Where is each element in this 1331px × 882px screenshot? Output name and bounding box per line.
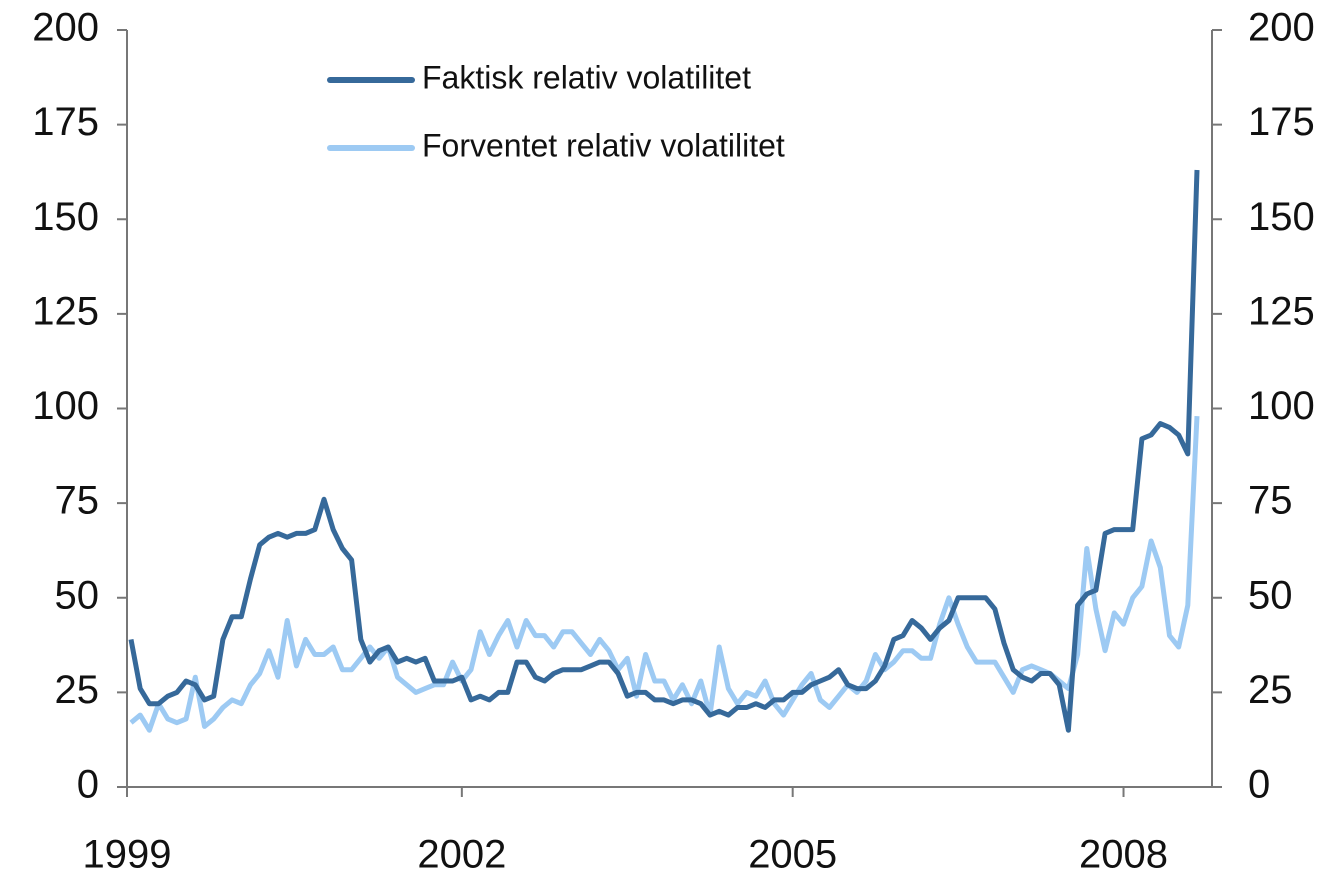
x-tick-label: 2008 bbox=[1079, 833, 1168, 877]
y-tick-label: 150 bbox=[32, 195, 99, 239]
y-tick-label: 25 bbox=[55, 668, 100, 712]
x-tick-label: 2005 bbox=[748, 833, 837, 877]
y2-tick-label: 25 bbox=[1248, 668, 1293, 712]
y2-tick-label: 125 bbox=[1248, 289, 1315, 333]
y2-tick-label: 75 bbox=[1248, 479, 1293, 523]
x-tick-label: 2002 bbox=[417, 833, 506, 877]
y2-tick-label: 100 bbox=[1248, 384, 1315, 428]
y-tick-label: 175 bbox=[32, 100, 99, 144]
y2-tick-label: 200 bbox=[1248, 6, 1315, 50]
y2-tick-label: 175 bbox=[1248, 100, 1315, 144]
y-tick-label: 50 bbox=[55, 573, 100, 617]
legend-label: Forventet relativ volatilitet bbox=[422, 127, 785, 163]
series-line bbox=[129, 415, 1200, 733]
y-tick-label: 125 bbox=[32, 289, 99, 333]
x-tick-label: 1999 bbox=[83, 833, 172, 877]
y-tick-label: 200 bbox=[32, 6, 99, 50]
y-tick-label: 75 bbox=[55, 479, 100, 523]
y2-tick-label: 0 bbox=[1248, 763, 1270, 807]
y2-tick-label: 150 bbox=[1248, 195, 1315, 239]
y-tick-label: 0 bbox=[77, 763, 99, 807]
y2-tick-label: 50 bbox=[1248, 573, 1293, 617]
y-tick-label: 100 bbox=[32, 384, 99, 428]
legend-label: Faktisk relativ volatilitet bbox=[422, 59, 751, 95]
series-line bbox=[128, 169, 1200, 733]
